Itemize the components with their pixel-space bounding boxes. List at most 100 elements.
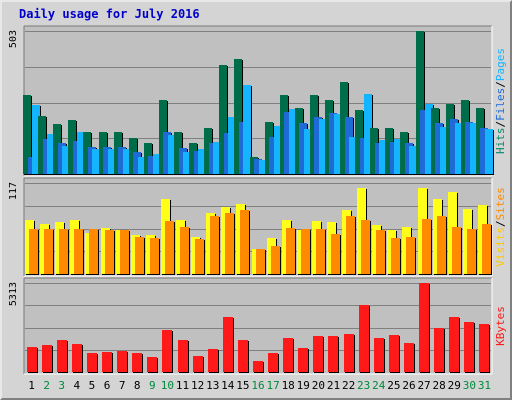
bar-sites-day-17 xyxy=(271,246,281,275)
bar-kbytes-day-24 xyxy=(374,338,385,373)
bar-pages-day-8 xyxy=(138,157,147,175)
bar-pages-day-28 xyxy=(440,127,449,175)
bar-pages-day-22 xyxy=(349,137,358,175)
bar-sites-day-28 xyxy=(437,216,447,275)
bar-kbytes-day-21 xyxy=(328,336,339,373)
bar-sites-day-7 xyxy=(120,230,130,275)
bar-kbytes-day-9 xyxy=(147,357,158,373)
bar-hits-day-15 xyxy=(234,59,243,175)
day-label: 19 xyxy=(297,379,310,392)
day-label: 6 xyxy=(104,379,111,392)
bar-kbytes-day-25 xyxy=(389,335,400,373)
bar-sites-day-29 xyxy=(452,227,462,275)
day-label: 18 xyxy=(282,379,295,392)
legend-separator: / xyxy=(494,220,507,227)
bar-kbytes-day-7 xyxy=(117,351,128,373)
bar-kbytes-day-22 xyxy=(344,334,355,373)
bar-pages-day-20 xyxy=(319,119,328,175)
bar-pages-day-3 xyxy=(62,146,71,175)
bar-kbytes-day-13 xyxy=(208,349,219,373)
bar-kbytes-day-14 xyxy=(223,317,234,373)
legend-bot: KBytes xyxy=(494,306,507,346)
bar-pages-day-2 xyxy=(47,134,56,175)
bar-kbytes-day-10 xyxy=(162,330,173,373)
day-label: 7 xyxy=(119,379,126,392)
bar-kbytes-day-30 xyxy=(464,322,475,373)
bar-kbytes-day-18 xyxy=(283,338,294,373)
bar-sites-day-12 xyxy=(195,239,205,275)
legend-pages: Pages xyxy=(494,48,507,81)
panel-bot: 5313 KBytes xyxy=(8,277,507,375)
bar-pages-day-5 xyxy=(92,149,101,175)
bar-sites-day-9 xyxy=(150,238,160,275)
day-label: 23 xyxy=(357,379,370,392)
day-label: 29 xyxy=(448,379,461,392)
bar-kbytes-day-27 xyxy=(419,283,430,373)
bar-pages-day-6 xyxy=(108,149,117,175)
bar-kbytes-day-15 xyxy=(238,340,249,373)
day-label: 31 xyxy=(478,379,491,392)
legend-separator: / xyxy=(494,121,507,128)
day-label: 14 xyxy=(221,379,235,392)
bar-kbytes-day-4 xyxy=(72,344,83,373)
bar-pages-day-21 xyxy=(334,114,343,175)
bar-pages-day-15 xyxy=(243,85,252,175)
y-max-label: 117 xyxy=(8,182,19,200)
bar-kbytes-day-3 xyxy=(57,340,68,373)
bar-sites-day-4 xyxy=(74,229,84,275)
bar-kbytes-day-26 xyxy=(404,343,415,373)
bar-pages-day-24 xyxy=(379,140,388,175)
bar-sites-day-13 xyxy=(210,216,220,275)
y-max-label: 503 xyxy=(8,30,19,48)
bar-sites-day-2 xyxy=(44,229,54,275)
bar-pages-day-7 xyxy=(123,149,132,175)
bar-pages-day-31 xyxy=(485,129,494,175)
bar-sites-day-14 xyxy=(225,213,235,275)
day-label: 10 xyxy=(161,379,174,392)
bar-sites-day-27 xyxy=(422,219,432,275)
day-label: 1 xyxy=(28,379,35,392)
day-label: 15 xyxy=(236,379,249,392)
bar-sites-day-5 xyxy=(89,229,99,275)
bar-kbytes-day-8 xyxy=(132,353,143,373)
legend-mid: Visits/Sites xyxy=(494,187,507,267)
bar-sites-day-15 xyxy=(240,210,250,275)
day-label: 11 xyxy=(176,379,189,392)
legend-visits: Visits xyxy=(494,227,507,267)
bar-pages-day-23 xyxy=(364,94,373,175)
day-label: 22 xyxy=(342,379,355,392)
day-label: 28 xyxy=(433,379,446,392)
bar-pages-day-14 xyxy=(228,117,237,175)
bar-sites-day-16 xyxy=(256,249,266,275)
bar-sites-day-26 xyxy=(406,237,416,275)
bar-sites-day-10 xyxy=(165,221,175,275)
chart-title: Daily usage for July 2016 xyxy=(19,7,200,21)
bar-sites-day-11 xyxy=(180,227,190,275)
day-label: 20 xyxy=(312,379,325,392)
day-label: 16 xyxy=(251,379,264,392)
bar-sites-day-8 xyxy=(135,237,145,275)
bar-pages-day-4 xyxy=(77,132,86,175)
day-label: 5 xyxy=(89,379,96,392)
bar-sites-day-20 xyxy=(316,229,326,275)
bar-kbytes-day-23 xyxy=(359,305,370,373)
bar-hits-day-1 xyxy=(23,95,32,175)
day-label: 12 xyxy=(191,379,204,392)
legend-files: Files xyxy=(494,88,507,121)
day-label: 13 xyxy=(206,379,219,392)
bar-sites-day-22 xyxy=(346,216,356,275)
bar-sites-day-25 xyxy=(391,238,401,275)
bar-sites-day-21 xyxy=(331,234,341,275)
day-label: 27 xyxy=(417,379,430,392)
bar-pages-day-18 xyxy=(289,109,298,175)
legend-sites: Sites xyxy=(494,187,507,220)
bar-sites-day-18 xyxy=(286,228,296,275)
legend-top: Hits/Files/Pages xyxy=(494,48,507,154)
bar-hits-day-14 xyxy=(219,65,228,175)
bar-pages-day-9 xyxy=(153,154,162,175)
bar-hits-day-27 xyxy=(416,31,425,175)
bar-kbytes-day-29 xyxy=(449,317,460,373)
day-label: 26 xyxy=(402,379,415,392)
